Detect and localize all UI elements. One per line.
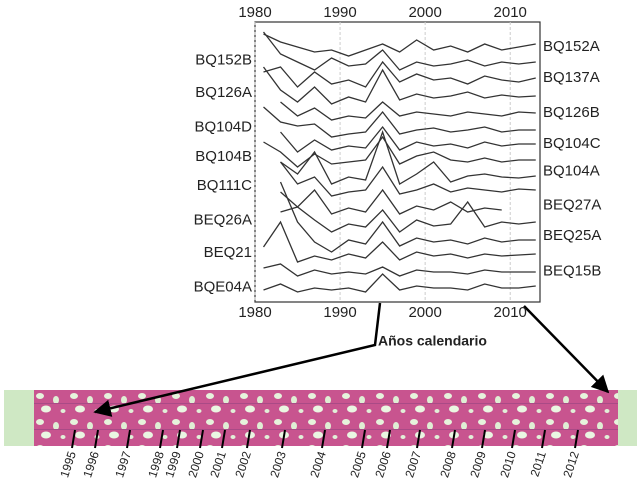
x-tick-label: 2010 <box>494 304 527 321</box>
x-tick-label: 2000 <box>408 304 441 321</box>
series-name: BEQ27A <box>543 196 601 213</box>
ring-year: 2012 <box>560 449 582 479</box>
series-name: BQ104C <box>543 135 601 152</box>
arrow <box>524 306 608 392</box>
ring-year: 2006 <box>372 449 394 479</box>
series-name: BQ111C <box>197 177 252 194</box>
ring-year: 1996 <box>80 449 102 479</box>
ring-year: 2009 <box>467 449 489 479</box>
ring-year: 2003 <box>267 449 289 479</box>
series-name: BQ126A <box>195 84 252 101</box>
page: {"chart_data": {"type": "line", "x": [19… <box>0 0 641 488</box>
ring-year: 2001 <box>207 449 229 479</box>
series-name: BQ104B <box>195 148 252 165</box>
ring-year: 2010 <box>497 449 519 479</box>
series-name: BQE04A <box>194 278 252 295</box>
ring-year: 2007 <box>402 449 424 479</box>
ring-year: 2004 <box>307 449 329 479</box>
series-name: BEQ25A <box>543 227 601 244</box>
series-name: BEQ26A <box>194 212 252 229</box>
x-tick-label: 1980 <box>238 4 271 21</box>
micrograph <box>4 390 637 446</box>
series-name: BEQ15B <box>543 262 601 279</box>
series-name: BQ104A <box>543 162 600 179</box>
x-tick-label: 1990 <box>323 304 356 321</box>
figure: Años calendario 1980 1980 1990 1990 2000 2000… <box>0 0 641 488</box>
ring-year: 2008 <box>437 449 459 479</box>
series-name: BQ152A <box>543 38 600 55</box>
series-name: BQ137A <box>543 69 600 86</box>
x-tick-label: 2010 <box>494 4 527 21</box>
annotation: Años calendario <box>378 333 487 349</box>
ring-year: 2005 <box>347 449 369 479</box>
x-tick-label: 1990 <box>323 4 356 21</box>
ring-year: 2000 <box>185 449 207 479</box>
plot-frame <box>255 22 540 302</box>
ring-year: 1995 <box>57 449 79 479</box>
series-name: BQ152B <box>195 52 252 69</box>
ring-year: 2011 <box>528 449 549 478</box>
series-name: BEQ21 <box>204 244 252 261</box>
ring-year: 2002 <box>232 449 254 479</box>
x-tick-label: 2000 <box>408 4 441 21</box>
series-name: BQ104D <box>194 118 252 135</box>
ring-year: 1997 <box>112 449 134 479</box>
series-name: BQ126B <box>543 104 600 121</box>
x-tick-label: 1980 <box>238 304 271 321</box>
